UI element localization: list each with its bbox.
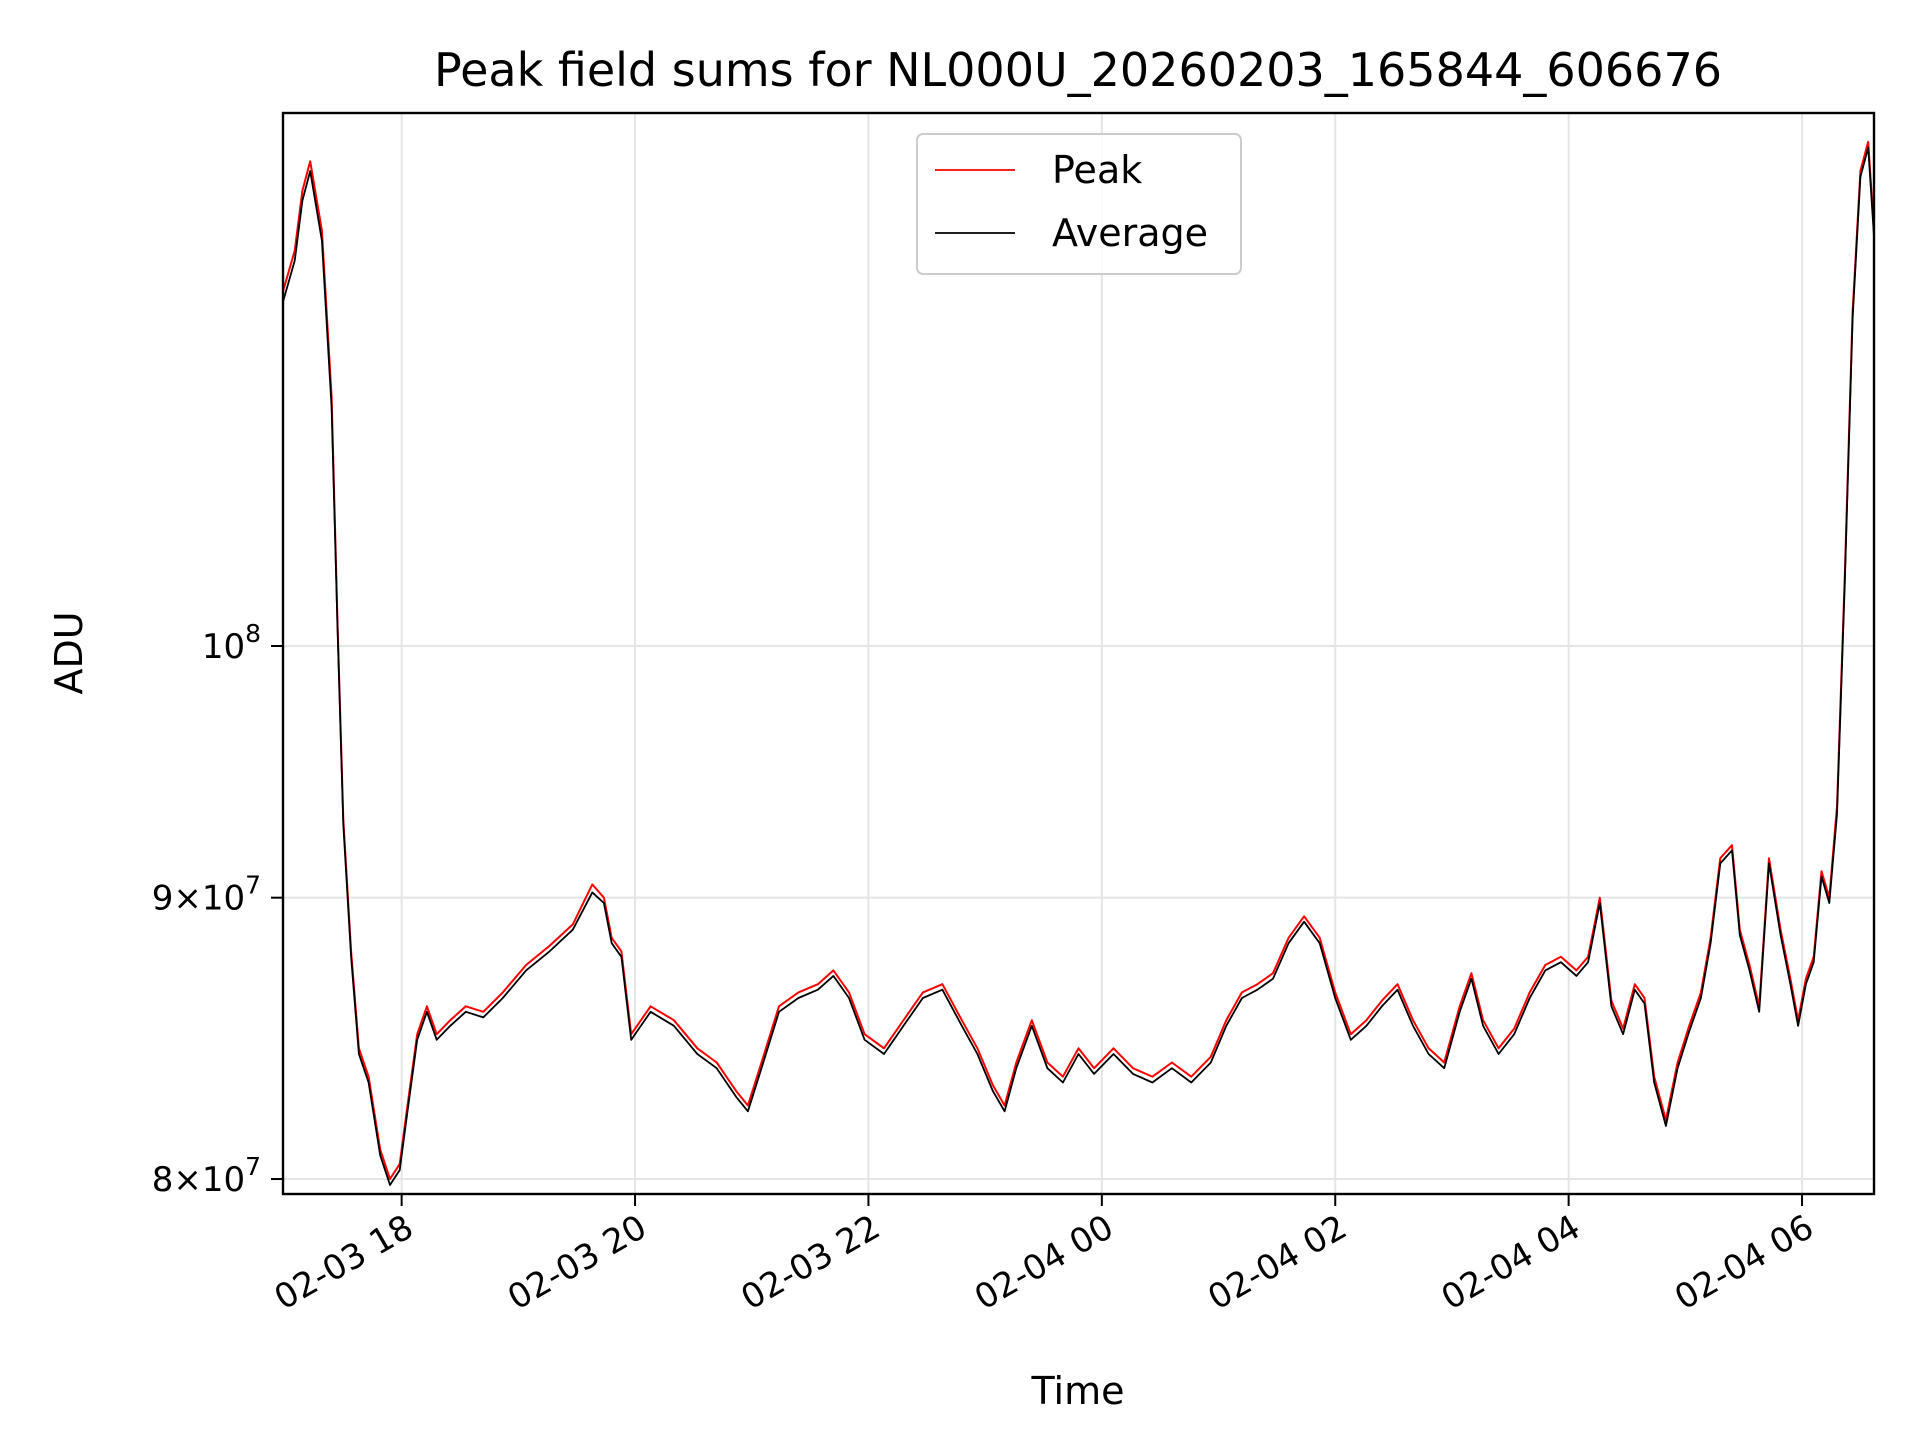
axes-frame [281,111,1876,1196]
grid-lines [283,113,1874,1194]
x-axis-label: Time [1031,1369,1125,1413]
y-axis-label: ADU [47,611,91,694]
legend-box [916,133,1242,275]
series-line-peak [282,140,1875,1180]
legend-label-peak: Peak [1052,148,1142,192]
chart-title: Peak field sums for NL000U_20260203_1658… [434,43,1722,97]
series-line-average [282,146,1875,1186]
y-axis: 8×107 9×107 108 [152,619,283,1200]
legend-label-average: Average [1052,211,1208,255]
y-tick-label: 8×107 [152,1152,261,1200]
legend: Peak Average [916,133,1242,275]
plot-area [282,140,1875,1186]
y-tick-label: 9×107 [152,871,261,919]
y-tick-label: 108 [202,619,261,667]
